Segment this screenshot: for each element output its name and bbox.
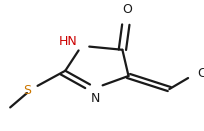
Text: Cl: Cl bbox=[197, 67, 204, 80]
Text: O: O bbox=[123, 3, 132, 16]
Text: S: S bbox=[23, 84, 32, 97]
Text: N: N bbox=[91, 92, 101, 105]
Text: HN: HN bbox=[59, 35, 78, 48]
